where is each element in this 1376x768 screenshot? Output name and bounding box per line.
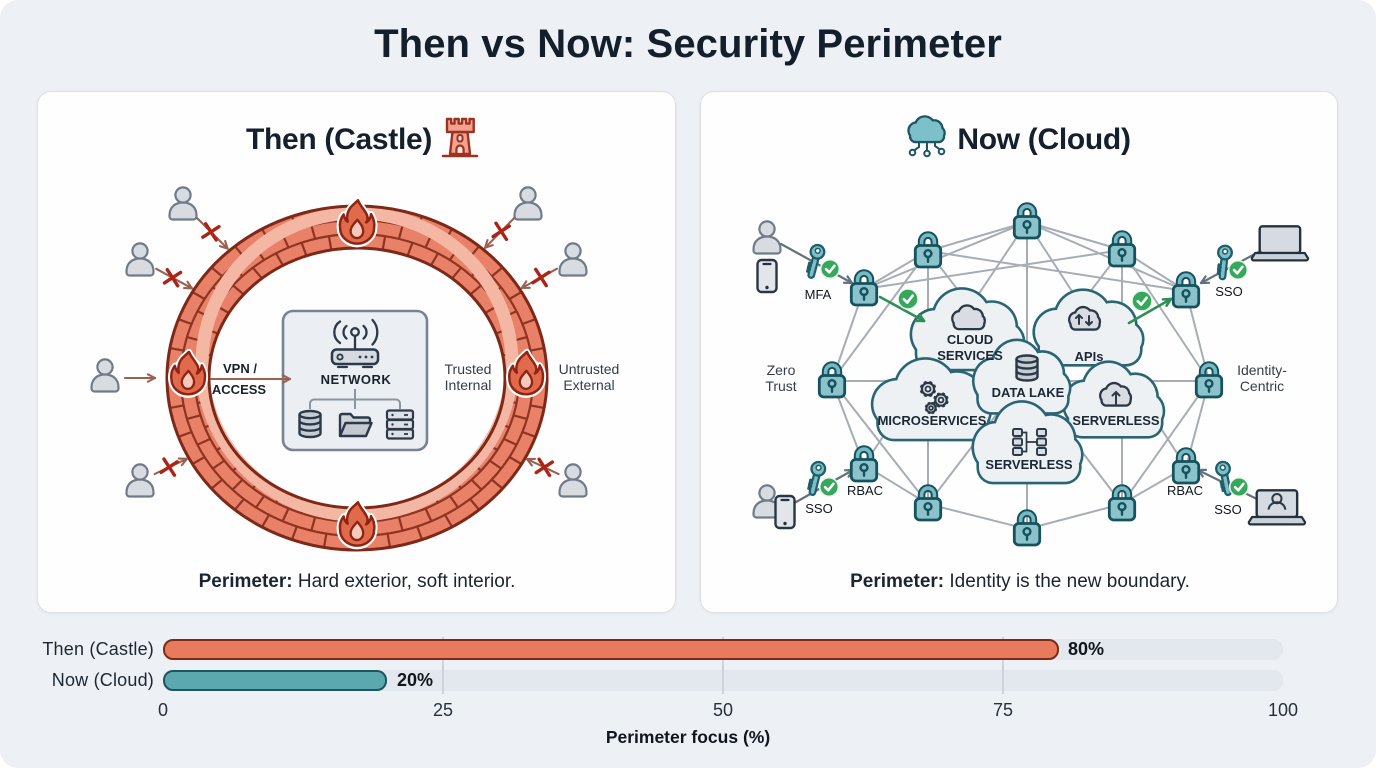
svg-text:Perimeter: Hard exterior, soft: Perimeter: Hard exterior, soft interior. (199, 571, 516, 592)
svg-text:Trusted: Trusted (445, 361, 492, 377)
svg-text:SSO: SSO (1215, 284, 1242, 299)
svg-text:RBAC: RBAC (847, 483, 883, 498)
svg-text:Internal: Internal (445, 377, 492, 393)
svg-text:External: External (563, 377, 614, 393)
svg-text:MICROSERVICES: MICROSERVICES (878, 413, 987, 428)
svg-text:RBAC: RBAC (1167, 483, 1203, 498)
svg-text:Trust: Trust (765, 378, 796, 394)
svg-text:MFA: MFA (805, 287, 832, 302)
svg-text:CLOUD: CLOUD (947, 332, 993, 347)
svg-text:Identity-: Identity- (1237, 362, 1287, 378)
svg-text:SERVERLESS: SERVERLESS (985, 457, 1073, 472)
svg-text:ACCESS: ACCESS (212, 382, 267, 397)
svg-text:SERVERLESS: SERVERLESS (1072, 413, 1160, 428)
svg-text:Zero: Zero (767, 362, 796, 378)
svg-text:VPN /: VPN / (223, 361, 257, 376)
svg-text:APIs: APIs (1075, 349, 1104, 364)
svg-text:Untrusted: Untrusted (559, 361, 620, 377)
svg-text:SSO: SSO (805, 501, 832, 516)
svg-text:DATA LAKE: DATA LAKE (992, 385, 1065, 400)
svg-text:NETWORK: NETWORK (321, 372, 392, 387)
svg-text:Centric: Centric (1240, 378, 1284, 394)
svg-text:SERVICES: SERVICES (937, 348, 1003, 363)
svg-text:Perimeter: Identity is the new: Perimeter: Identity is the new boundary. (850, 571, 1190, 592)
svg-text:Now (Cloud): Now (Cloud) (957, 123, 1130, 156)
svg-text:Then (Castle): Then (Castle) (246, 123, 432, 156)
svg-text:SSO: SSO (1214, 502, 1241, 517)
